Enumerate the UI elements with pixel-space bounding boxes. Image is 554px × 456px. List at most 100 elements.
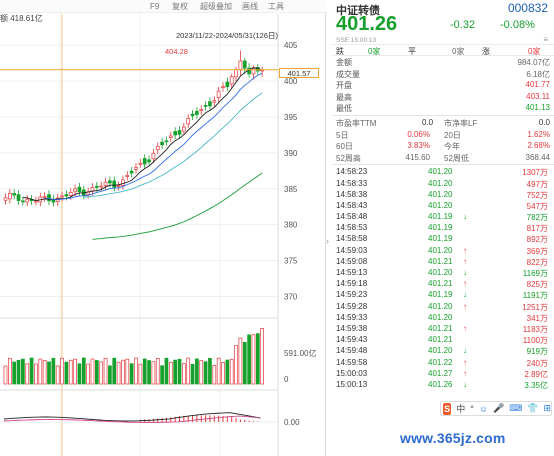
price-axis-tick: 390 bbox=[284, 149, 298, 158]
toolbar-item-adjust[interactable]: 复权 bbox=[172, 1, 188, 11]
field-label: 最高 bbox=[336, 92, 352, 102]
quote-header: 中证转债 000832 401.26 -0.32 -0.08% SSE 15:0… bbox=[332, 0, 554, 44]
trade-volume: 240万 bbox=[526, 358, 548, 368]
period-row: 52周高 415.60 52周低 368.44 bbox=[332, 152, 554, 164]
volume-bar bbox=[68, 359, 73, 385]
down-arrow-icon: ↓ bbox=[463, 268, 467, 278]
field-label: 开盘 bbox=[336, 81, 352, 91]
valuation-row: 市盈率TTM 0.0 市净率LF 0.0 bbox=[332, 117, 554, 129]
trade-time: 15:00:13 bbox=[336, 379, 368, 389]
volume-bar bbox=[203, 361, 208, 385]
tick-trades-list[interactable]: 14:58:23 401.20 1307万 14:58:33 401.20 497万 14:… bbox=[332, 166, 554, 390]
trade-volume: 1191万 bbox=[522, 291, 548, 301]
price-axis-tick: 405 bbox=[284, 41, 298, 50]
candle-body bbox=[103, 181, 108, 186]
trade-row: 15:00:03 401.27 ↑ 2.89亿 bbox=[332, 368, 554, 379]
volume-bar bbox=[77, 363, 82, 385]
candle-body bbox=[134, 167, 138, 170]
price-axis-tick: 370 bbox=[284, 292, 298, 301]
toolbar-item-overlay[interactable]: 超级叠加 bbox=[200, 1, 232, 11]
trade-time: 15:00:03 bbox=[336, 368, 368, 378]
toolbar-item-drawline[interactable]: 画线 bbox=[242, 1, 258, 11]
candle-body bbox=[142, 158, 147, 165]
volume-bar bbox=[112, 357, 117, 385]
ma5-line bbox=[22, 67, 263, 201]
pb-label: 市净率LF bbox=[444, 118, 478, 128]
volume-bar bbox=[86, 363, 91, 385]
candle-body bbox=[12, 193, 17, 196]
trade-price: 401.20 bbox=[428, 346, 453, 356]
trade-time: 14:59:48 bbox=[336, 346, 368, 356]
flat-label: 平 bbox=[408, 47, 416, 56]
trade-price: 401.21 bbox=[428, 335, 453, 345]
keyboard-icon[interactable]: ⌨ bbox=[509, 403, 523, 413]
trade-time: 14:59:43 bbox=[336, 335, 368, 345]
kline-chart-panel[interactable]: 405 400 395 390 385 380 375 370 591.00亿 0 0.00 F9 … bbox=[0, 0, 329, 456]
volume-bar bbox=[38, 358, 43, 385]
volume-bar bbox=[55, 365, 60, 385]
field-value: 401.13 bbox=[525, 103, 550, 113]
trade-row: 14:58:53 401.19 817万 bbox=[332, 222, 554, 233]
down-arrow-icon: ↓ bbox=[463, 379, 467, 389]
decline-count: 0家 bbox=[368, 47, 381, 56]
volume-bar bbox=[51, 357, 56, 385]
emoji-icon[interactable]: ☺ bbox=[478, 403, 489, 414]
trade-time: 14:58:33 bbox=[336, 178, 368, 188]
candle-body bbox=[195, 111, 199, 115]
trade-row: 14:58:43 401.20 547万 bbox=[332, 200, 554, 211]
volume-bar bbox=[3, 365, 8, 385]
period-label: 52周低 bbox=[444, 153, 469, 163]
ime-toolbar[interactable]: S 中 ° ☺ 🎤 ⌨ 👕 ⊞ bbox=[440, 401, 552, 416]
collapse-chevron-icon[interactable]: › bbox=[326, 236, 329, 246]
trade-price: 401.20 bbox=[428, 268, 453, 278]
trade-time: 14:59:18 bbox=[336, 279, 368, 289]
microphone-icon[interactable]: 🎤 bbox=[493, 403, 505, 413]
candle-body bbox=[173, 131, 177, 136]
candle-body bbox=[112, 180, 117, 188]
candle-body bbox=[190, 113, 195, 117]
trade-volume: 752万 bbox=[526, 190, 548, 200]
trade-price: 401.19 bbox=[428, 223, 453, 233]
trade-time: 14:59:13 bbox=[336, 268, 368, 278]
candle-body bbox=[147, 159, 151, 163]
trade-time: 14:58:23 bbox=[336, 167, 368, 177]
price-change: -0.32 bbox=[450, 19, 476, 31]
period-value: 2.68% bbox=[527, 141, 550, 151]
volume-bar bbox=[64, 361, 69, 385]
candle-body bbox=[199, 109, 204, 112]
toolbar-item-tools[interactable]: 工具 bbox=[268, 1, 284, 11]
ime-chinese-mode[interactable]: 中 bbox=[456, 404, 466, 414]
trade-time: 14:59:58 bbox=[336, 357, 368, 367]
toolbar-item-f9[interactable]: F9 bbox=[150, 1, 160, 11]
trade-time: 14:58:58 bbox=[336, 234, 368, 244]
trade-price: 401.21 bbox=[428, 256, 453, 266]
volume-bar bbox=[238, 337, 243, 385]
kline-chart[interactable]: 405 400 395 390 385 380 375 370 591.00亿 0 0.00 bbox=[0, 0, 326, 456]
volume-bar bbox=[94, 360, 99, 385]
candle-body bbox=[225, 81, 230, 88]
candle-body bbox=[116, 185, 121, 188]
candle-body bbox=[164, 140, 169, 143]
menu-icon[interactable]: ≡ bbox=[543, 35, 548, 44]
candle-body bbox=[238, 60, 243, 70]
ime-punct-icon[interactable]: ° bbox=[470, 403, 474, 414]
skin-icon[interactable]: 👕 bbox=[527, 403, 539, 413]
trade-row: 14:59:58 401.22 ↑ 240万 bbox=[332, 357, 554, 368]
trade-time: 14:59:03 bbox=[336, 245, 368, 255]
trade-price: 401.19 bbox=[428, 212, 453, 222]
pe-value: 0.0 bbox=[422, 117, 434, 127]
trade-volume: 825万 bbox=[526, 280, 548, 290]
trade-row: 14:58:23 401.20 1307万 bbox=[332, 166, 554, 177]
volume-bar bbox=[42, 360, 47, 385]
period-row: 60日 3.83% 今年 2.68% bbox=[332, 140, 554, 152]
grid-icon[interactable]: ⊞ bbox=[543, 403, 551, 413]
trade-price: 401.27 bbox=[428, 368, 453, 378]
candle-body bbox=[168, 135, 173, 138]
field-label: 最低 bbox=[336, 104, 352, 114]
last-price: 401.26 bbox=[336, 13, 398, 35]
macd-dif-line bbox=[3, 412, 261, 422]
sogou-logo-icon[interactable]: S bbox=[443, 402, 452, 415]
volume-bar bbox=[186, 357, 191, 385]
trade-volume: 1100万 bbox=[522, 336, 548, 346]
volume-bar bbox=[195, 358, 199, 385]
